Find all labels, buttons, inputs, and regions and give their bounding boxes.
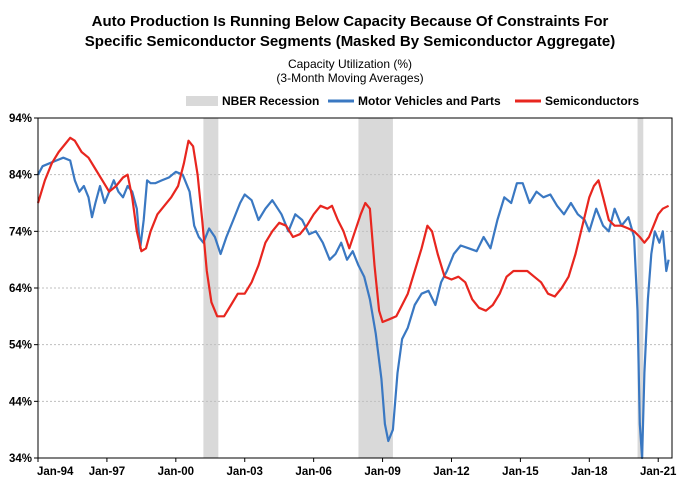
x-tick-label-2012: Jan-12 (433, 466, 469, 478)
legend-label-recession: NBER Recession (222, 94, 319, 108)
chart-title-line1: Auto Production Is Running Below Capacit… (92, 13, 609, 30)
legend-swatch-recession (186, 96, 218, 106)
legend-label-semiconductors: Semiconductors (545, 94, 639, 108)
x-tick-label-2015: Jan-15 (502, 466, 539, 478)
y-tick-label-74: 74% (9, 226, 32, 238)
y-tick-label-34: 34% (9, 453, 32, 465)
series-line-semiconductors (36, 136, 670, 324)
x-tick-label-2021: Jan-21 (640, 466, 677, 478)
y-tick-label-64: 64% (9, 283, 32, 295)
y-tick-label-44: 44% (9, 396, 32, 408)
x-tick-label-1994: Jan-94 (37, 466, 74, 478)
x-tick-label-2009: Jan-09 (364, 466, 400, 478)
x-tick-label-2006: Jan-06 (295, 466, 331, 478)
x-tick-labels: Jan-94 Jan-97 Jan-00 Jan-03 Jan-06 Jan-09 Jan-… (37, 466, 677, 478)
x-tick-label-1997: Jan-97 (89, 466, 125, 478)
legend: NBER Recession Motor Vehicles and Parts … (186, 94, 639, 108)
y-tick-label-54: 54% (9, 340, 32, 352)
legend-label-motor-vehicles: Motor Vehicles and Parts (358, 94, 501, 108)
x-tick-label-2003: Jan-03 (227, 466, 263, 478)
chart-title-line2: Specific Semiconductor Segments (Masked … (85, 33, 615, 50)
recession-band-3 (637, 118, 644, 458)
series-lines (36, 136, 670, 460)
axes (34, 117, 673, 462)
chart-subtitle-line1: Capacity Utilization (%) (288, 57, 412, 71)
y-tick-labels: 34% 44% 54% 64% 74% 84% 94% (9, 113, 32, 465)
chart-subtitle-line2: (3-Month Moving Averages) (276, 71, 423, 85)
x-tick-label-2000: Jan-00 (158, 466, 194, 478)
y-tick-label-84: 84% (9, 170, 32, 182)
x-tick-label-2018: Jan-18 (571, 466, 608, 478)
y-tick-label-94: 94% (9, 113, 32, 125)
